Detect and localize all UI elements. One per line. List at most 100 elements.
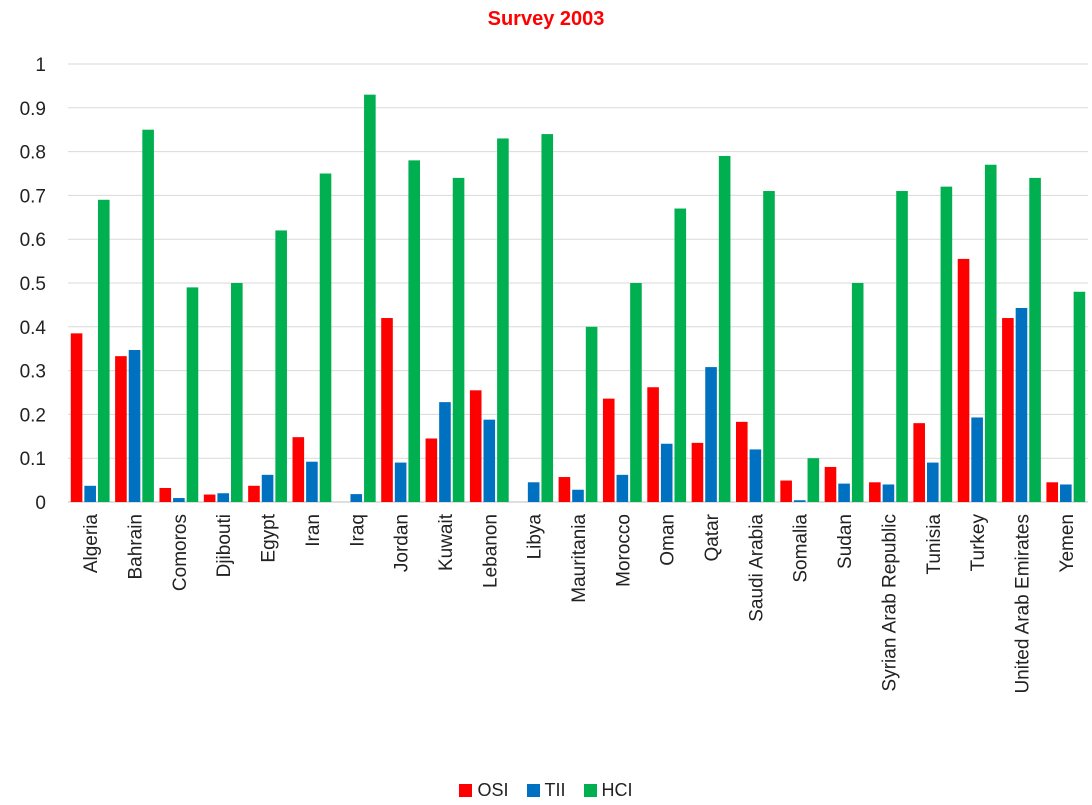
bar-hci <box>896 191 908 502</box>
bar-osi <box>425 438 438 502</box>
bar-hci <box>541 134 554 502</box>
bar-tii <box>173 498 185 502</box>
legend-label-tii: TII <box>544 779 566 800</box>
legend-label-osi: OSI <box>477 779 509 800</box>
x-tick-label: Sudan <box>835 514 856 569</box>
bar-tii <box>439 402 451 502</box>
bar-hci <box>275 230 287 502</box>
y-tick-label: 0.8 <box>20 143 46 164</box>
bar-osi <box>957 258 970 502</box>
chart-legend: OSI TII HCI <box>0 778 1092 802</box>
bar-hci <box>364 94 376 502</box>
bar-tii <box>261 474 274 502</box>
bar-hci <box>851 283 864 502</box>
bar-osi <box>647 387 659 502</box>
bar-hci <box>630 283 642 502</box>
bar-hci <box>319 173 332 502</box>
x-tick-label: Iraq <box>347 514 368 547</box>
chart-title: Survey 2003 <box>487 8 605 30</box>
bar-tii <box>1015 307 1028 502</box>
y-tick-label: 0.7 <box>20 186 46 207</box>
bar-osi <box>70 333 83 502</box>
bar-tii <box>971 417 983 502</box>
bar-tii <box>350 494 363 502</box>
y-tick-label: 1 <box>35 55 46 76</box>
legend-swatch-hci <box>583 783 597 797</box>
bar-osi <box>913 423 925 502</box>
bar-osi <box>824 466 837 502</box>
x-tick-label: Djibouti <box>214 514 235 577</box>
legend-item-hci: HCI <box>583 779 633 801</box>
bar-hci <box>984 164 997 503</box>
x-tick-label: Qatar <box>702 513 723 561</box>
bar-osi <box>1002 318 1014 502</box>
bar-tii <box>1060 484 1072 502</box>
x-tick-label: Oman <box>658 514 679 566</box>
bar-osi <box>115 356 127 502</box>
y-tick-label: 0.9 <box>20 99 46 120</box>
y-tick-label: 0.1 <box>20 449 46 470</box>
x-tick-label: Libya <box>525 514 546 560</box>
y-tick-label: 0.5 <box>20 274 46 295</box>
bar-tii <box>84 485 96 502</box>
bar-hci <box>142 129 154 502</box>
legend-item-tii: TII <box>526 779 566 801</box>
bar-hci <box>97 199 110 502</box>
x-tick-label: Jordan <box>392 514 413 572</box>
bar-tii <box>882 484 895 502</box>
bar-osi <box>1046 482 1059 502</box>
y-tick-label: 0.6 <box>20 230 46 251</box>
bar-hci <box>940 186 953 502</box>
bar-hci <box>452 177 465 502</box>
x-tick-label: Turkey <box>968 514 989 572</box>
x-tick-label: Somalia <box>791 514 812 583</box>
bar-hci <box>718 155 731 503</box>
bar-osi <box>780 480 792 502</box>
legend-label-hci: HCI <box>601 779 633 800</box>
bar-tii <box>572 489 584 502</box>
x-tick-label: Syrian Arab Republic <box>879 514 900 691</box>
bar-tii <box>306 461 318 502</box>
bar-osi <box>691 442 704 502</box>
bar-hci <box>186 287 199 502</box>
legend-swatch-osi <box>459 783 473 797</box>
bar-hci <box>1029 177 1041 502</box>
bar-osi <box>469 390 482 502</box>
bar-tii <box>926 462 939 502</box>
x-tick-label: Tunisia <box>924 514 945 575</box>
legend-swatch-tii <box>526 783 540 797</box>
bar-tii <box>128 350 141 502</box>
bar-tii <box>838 483 850 502</box>
bar-osi <box>558 477 571 502</box>
bar-tii <box>793 500 806 502</box>
bar-tii <box>660 443 673 502</box>
x-tick-label: United Arab Emirates <box>1012 514 1033 694</box>
y-tick-label: 0.3 <box>20 362 46 383</box>
x-tick-label: Comoros <box>170 514 191 591</box>
bar-hci <box>231 283 243 502</box>
x-tick-label: Bahrain <box>126 514 147 580</box>
legend-item-osi: OSI <box>459 779 509 801</box>
bar-osi <box>602 398 615 502</box>
bar-tii <box>394 462 407 502</box>
x-tick-label: Algeria <box>81 514 102 574</box>
bar-hci <box>1073 291 1086 502</box>
bar-hci <box>408 160 421 503</box>
bar-tii <box>749 449 762 502</box>
bar-osi <box>381 318 393 502</box>
x-tick-label: Lebanon <box>480 514 501 588</box>
bar-osi <box>203 494 216 502</box>
bar-hci <box>585 326 598 502</box>
y-tick-label: 0 <box>35 493 46 514</box>
x-tick-label: Morocco <box>613 514 634 587</box>
bar-osi <box>735 421 748 502</box>
x-tick-label: Saudi Arabia <box>746 514 767 622</box>
y-tick-label: 0.2 <box>20 405 46 426</box>
x-tick-label: Egypt <box>259 513 280 562</box>
x-tick-label: Kuwait <box>436 513 457 571</box>
bar-hci <box>497 138 509 502</box>
y-tick-label: 0.4 <box>20 318 47 339</box>
bar-tii <box>527 482 540 502</box>
bar-tii <box>616 474 629 502</box>
